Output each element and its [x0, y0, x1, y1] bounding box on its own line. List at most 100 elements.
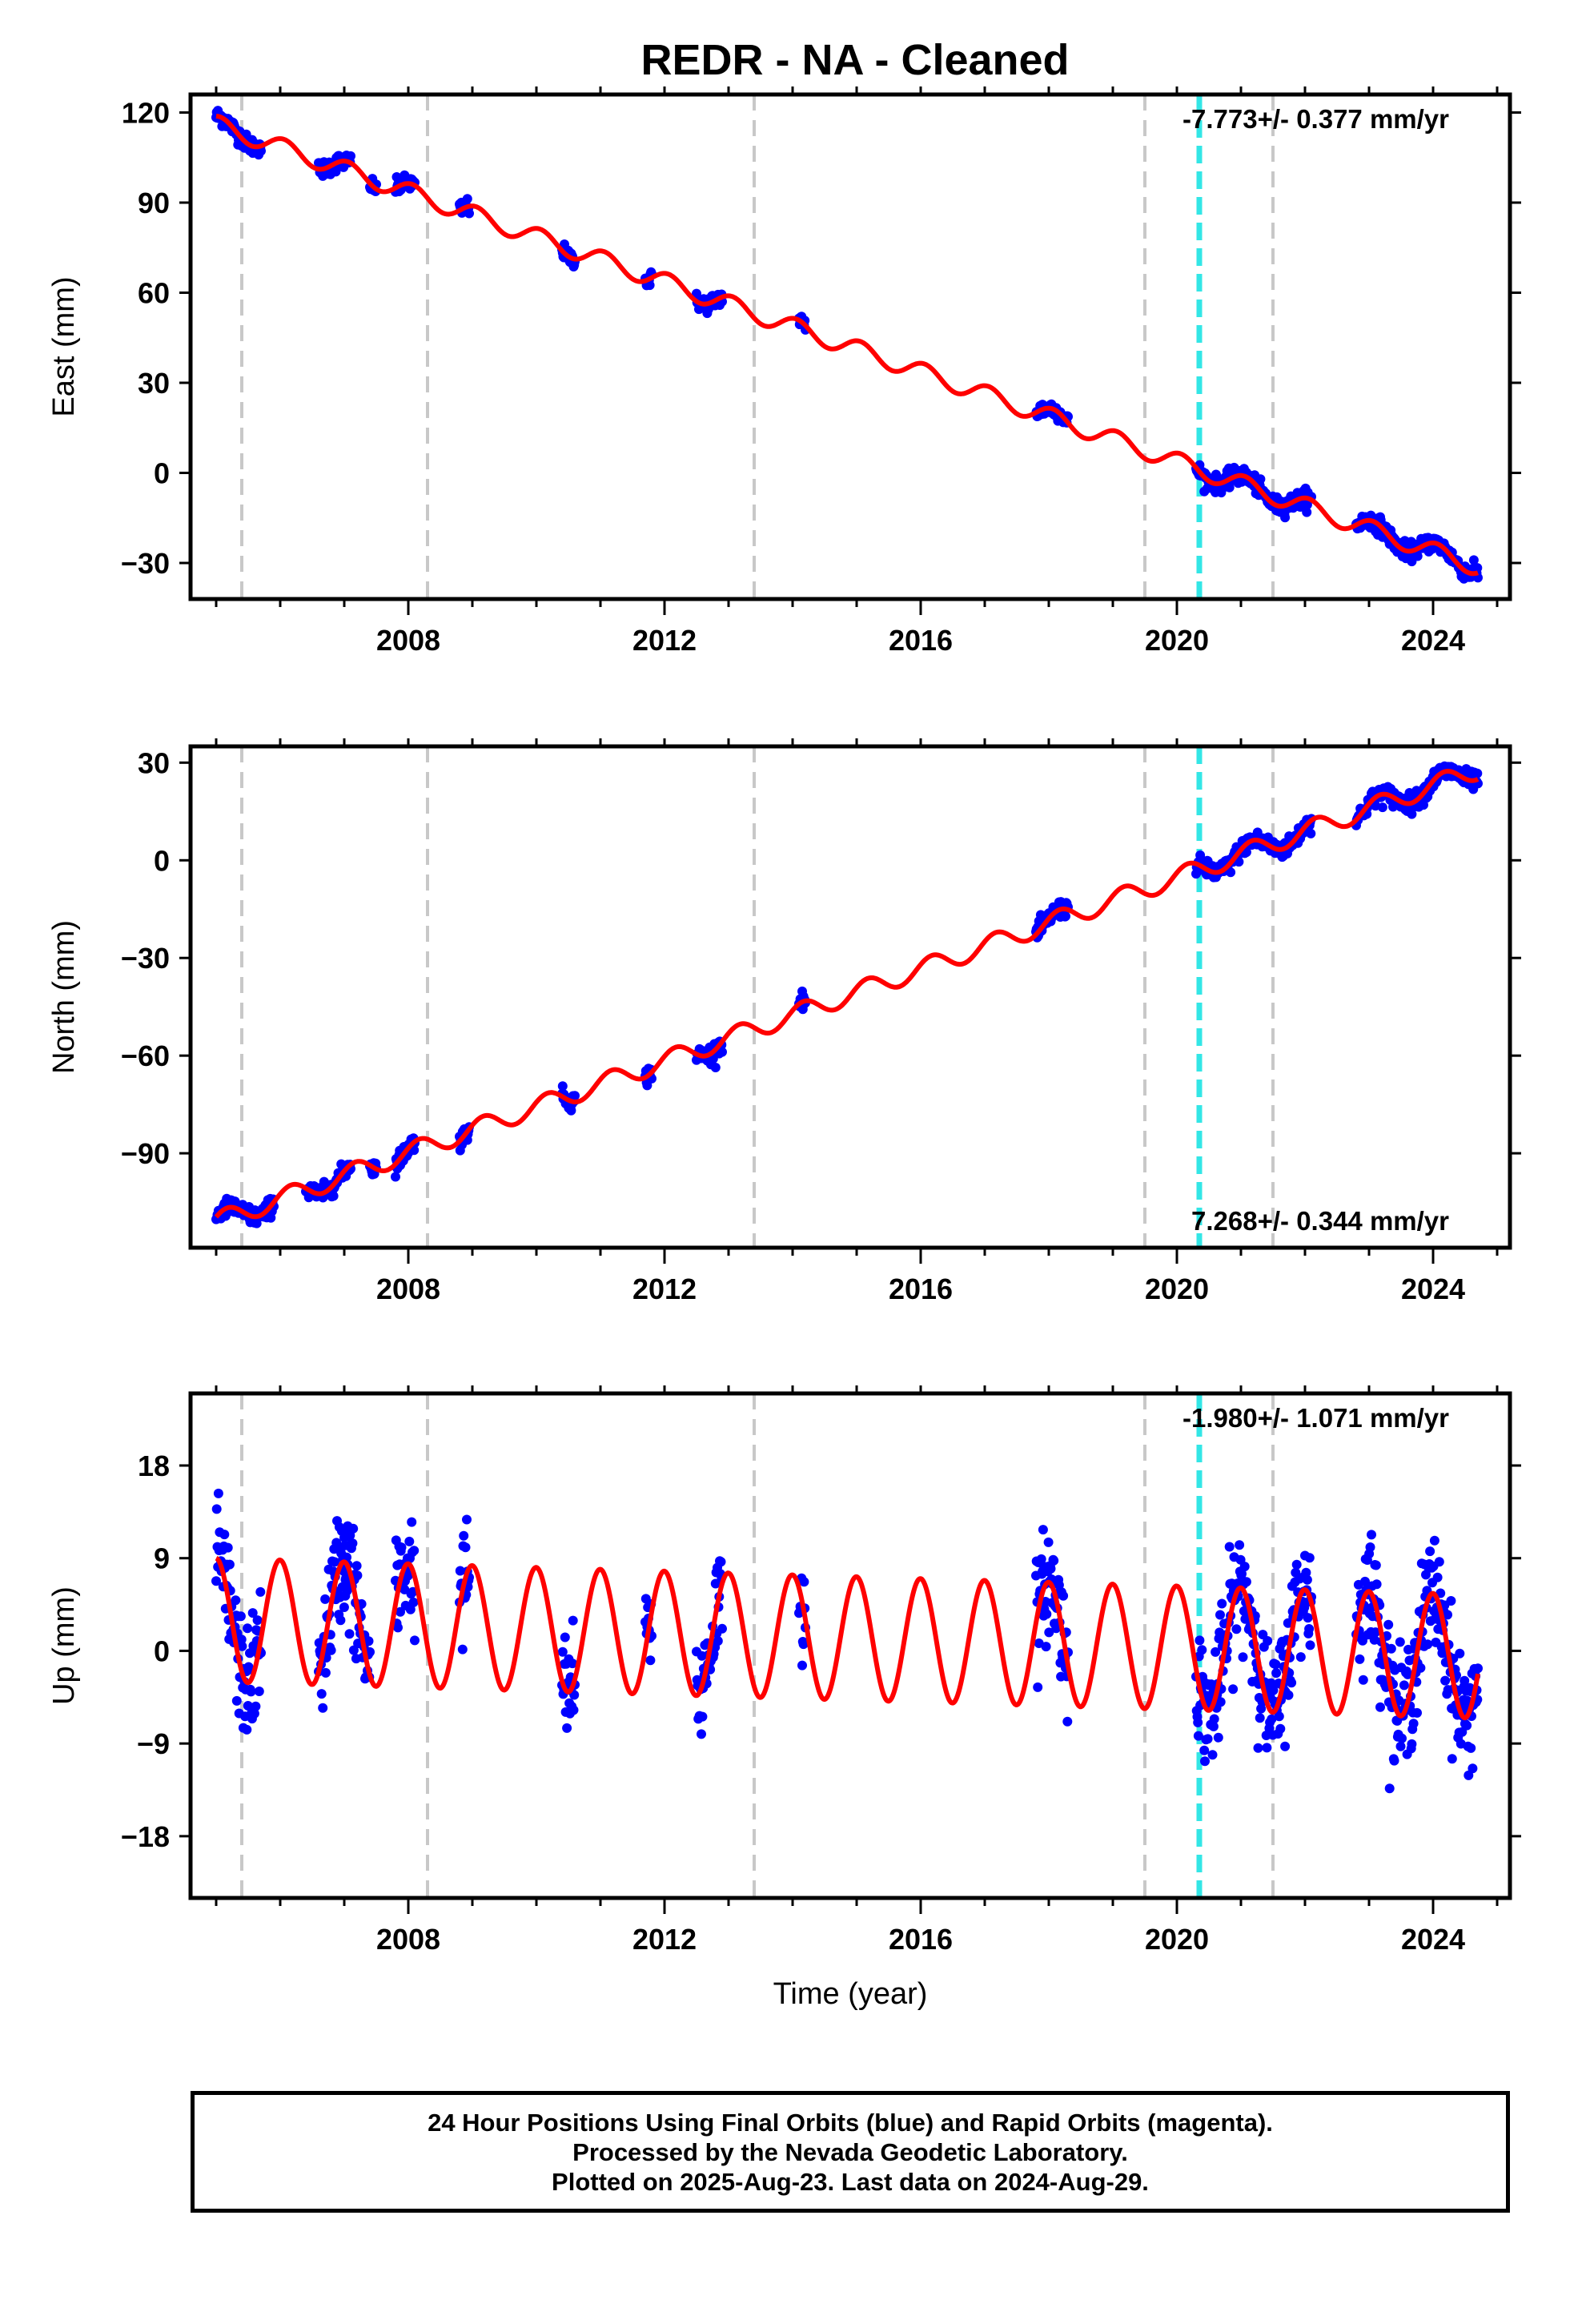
data-point — [1255, 1713, 1265, 1723]
data-point — [1267, 1714, 1277, 1724]
data-point — [409, 1546, 420, 1556]
x-tick-label: 2016 — [889, 624, 953, 657]
data-point — [798, 1639, 809, 1650]
chart-title: REDR - NA - Cleaned — [640, 36, 1070, 84]
data-point — [1274, 1711, 1284, 1722]
data-point — [231, 1695, 242, 1706]
data-point — [568, 1705, 579, 1715]
data-point — [557, 1647, 568, 1657]
data-point — [1371, 1560, 1381, 1570]
data-point — [320, 1594, 331, 1604]
data-point — [393, 1622, 403, 1633]
data-point — [1408, 1719, 1419, 1729]
data-point — [1238, 1652, 1248, 1663]
y-axis-title: North (mm) — [47, 920, 81, 1074]
y-tick-label: −18 — [121, 1820, 170, 1853]
panel-east: −30 0 30 60 90 120 2008 2012 2016 2020 2024 East (m… — [47, 86, 1521, 657]
x-tick-label: 2008 — [376, 1923, 440, 1956]
data-point — [1425, 1546, 1435, 1557]
data-point — [1058, 1590, 1069, 1601]
y-tick-label: 0 — [154, 1634, 170, 1667]
data-point — [1195, 1635, 1205, 1646]
data-point — [1395, 1637, 1405, 1647]
data-point — [1464, 1770, 1474, 1780]
data-point — [1429, 1535, 1439, 1546]
y-tick-label: 120 — [122, 97, 170, 130]
data-point — [404, 1536, 415, 1546]
data-point — [717, 1047, 727, 1057]
data-point — [1473, 1663, 1483, 1674]
data-point — [339, 1602, 349, 1612]
velocity-rate-label: -1.980+/- 1.071 mm/yr — [1182, 1403, 1449, 1433]
data-point — [1280, 1741, 1291, 1751]
data-point — [1228, 1684, 1239, 1695]
data-point — [713, 1636, 723, 1647]
data-point — [1302, 507, 1312, 517]
data-point — [346, 151, 355, 161]
footer-line-processed: Processed by the Nevada Geodetic Laborat… — [572, 2137, 1128, 2166]
x-tick-label: 2024 — [1401, 624, 1465, 657]
data-point — [1386, 1643, 1396, 1654]
data-point — [1412, 1707, 1422, 1718]
data-point — [1038, 1525, 1048, 1535]
panel-up: −18 −9 0 9 18 2008 2012 2016 2020 2024 Up (mm) -1.9… — [47, 1385, 1521, 1956]
y-tick-label: −9 — [137, 1727, 170, 1760]
data-point — [1197, 1645, 1207, 1655]
data-point — [799, 1577, 809, 1587]
data-point — [330, 1557, 339, 1567]
data-point — [342, 1531, 352, 1542]
y-tick-label: 60 — [138, 277, 170, 310]
plot-frame — [188, 1391, 1512, 1900]
data-point — [716, 1557, 726, 1567]
data-point — [344, 1629, 355, 1639]
data-point — [570, 1091, 580, 1101]
data-point — [1062, 1716, 1073, 1727]
data-point — [455, 1566, 465, 1576]
data-point — [1295, 1652, 1306, 1663]
x-tick-label: 2016 — [889, 1273, 953, 1305]
data-point — [1263, 1636, 1273, 1646]
data-point — [1046, 1563, 1056, 1574]
data-point — [1443, 1610, 1452, 1620]
data-point — [1358, 1675, 1368, 1685]
data-point — [797, 1660, 807, 1671]
y-tick-label: −30 — [121, 942, 170, 975]
data-point — [407, 1517, 417, 1527]
plot-frame — [188, 92, 1512, 601]
data-point — [1275, 1723, 1286, 1734]
data-point — [1253, 1743, 1263, 1753]
data-point — [410, 1635, 420, 1646]
y-tick-label: −90 — [121, 1137, 170, 1170]
data-point — [1226, 867, 1236, 878]
data-point — [1415, 1663, 1426, 1673]
data-point — [247, 1608, 258, 1618]
data-point — [1061, 911, 1070, 922]
data-point — [1224, 1542, 1235, 1552]
data-point — [1397, 1733, 1407, 1743]
x-tick-label: 2012 — [632, 1273, 697, 1305]
data-point — [1235, 1540, 1245, 1550]
data-point — [462, 194, 472, 204]
data-point — [1367, 1530, 1376, 1540]
data-point — [710, 1063, 721, 1072]
data-point — [1399, 1680, 1409, 1691]
data-point — [237, 1641, 247, 1651]
model-fit-curve — [215, 1556, 1480, 1721]
data-point — [1383, 1619, 1394, 1630]
data-point — [1193, 1731, 1203, 1741]
data-point — [1462, 1720, 1472, 1731]
data-point — [1207, 1750, 1218, 1760]
data-point — [1375, 1702, 1385, 1712]
y-tick-label: −60 — [121, 1039, 170, 1072]
data-point — [644, 280, 655, 291]
x-tick-label: 2024 — [1401, 1273, 1465, 1305]
data-point — [642, 1080, 652, 1091]
data-point — [462, 1514, 472, 1525]
data-point — [1215, 1610, 1225, 1620]
y-tick-label: 0 — [154, 457, 170, 490]
x-tick-label: 2024 — [1401, 1923, 1465, 1956]
data-point — [1291, 1559, 1302, 1570]
x-tick-label: 2016 — [889, 1923, 953, 1956]
data-point — [335, 1615, 346, 1626]
data-point — [249, 1708, 259, 1719]
